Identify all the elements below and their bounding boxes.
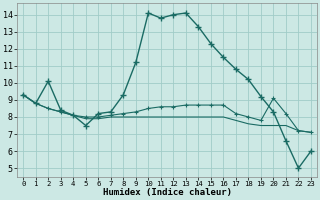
X-axis label: Humidex (Indice chaleur): Humidex (Indice chaleur) [103,188,232,197]
